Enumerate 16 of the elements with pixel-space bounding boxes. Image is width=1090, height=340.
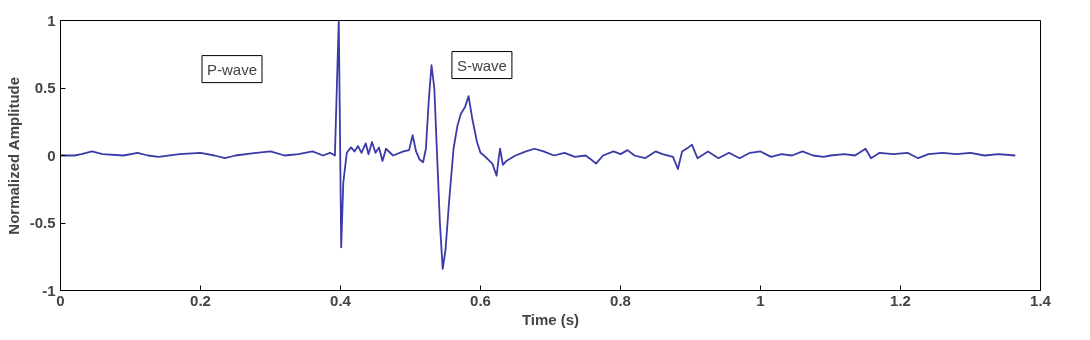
x-tick-label: 0.8 (610, 291, 631, 309)
x-tick-label: 1.2 (890, 291, 911, 309)
annotation: P-wave (206, 60, 258, 78)
y-tick-label: -0.5 (29, 214, 56, 231)
x-tick-label: 0.2 (190, 291, 211, 309)
y-tick-label: 0.5 (34, 79, 56, 96)
x-tick-label: 0.6 (470, 291, 491, 309)
x-tick-label: 0.4 (330, 291, 352, 309)
y-tick-label: -1 (42, 281, 56, 299)
x-tick-label: 1.4 (1030, 291, 1052, 309)
y-tick-label: 1 (47, 11, 56, 29)
y-tick-label: 0 (47, 146, 56, 164)
x-axis-title: Time (s) (521, 310, 580, 328)
y-axis-title: Normalized Amplitude (4, 76, 22, 235)
annotation: S-wave (456, 56, 507, 74)
x-tick-label: 1 (756, 291, 765, 309)
